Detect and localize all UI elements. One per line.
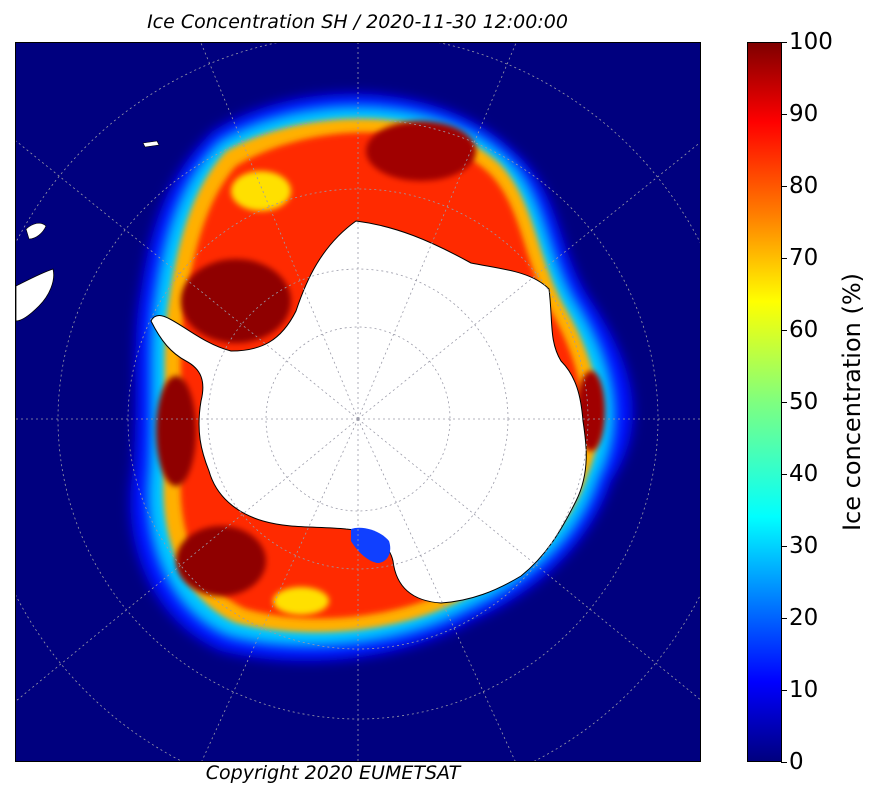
colorbar-tick-label: 100 bbox=[789, 29, 833, 55]
colorbar-gradient bbox=[748, 43, 781, 761]
colorbar-tick-label: 30 bbox=[789, 533, 819, 559]
colorbar-tick-label: 70 bbox=[789, 245, 819, 271]
colorbar-tick-mark bbox=[781, 689, 787, 691]
colorbar bbox=[747, 42, 782, 762]
graticule bbox=[16, 43, 700, 761]
colorbar-tick-mark bbox=[781, 761, 787, 763]
sea-ice-map bbox=[15, 42, 701, 762]
colorbar-tick-label: 40 bbox=[789, 461, 819, 487]
island-land-2 bbox=[142, 140, 160, 148]
colorbar-tick-mark bbox=[781, 41, 787, 43]
colorbar-tick-mark bbox=[781, 329, 787, 331]
map-title: Ice Concentration SH / 2020-11-30 12:00:… bbox=[147, 11, 568, 33]
colorbar-tick-label: 10 bbox=[789, 677, 819, 703]
colorbar-tick-label: 90 bbox=[789, 101, 819, 127]
colorbar-tick-label: 20 bbox=[789, 605, 819, 631]
ice-patch-yellow-1 bbox=[231, 171, 291, 211]
colorbar-tick-mark bbox=[781, 401, 787, 403]
colorbar-tick-label: 0 bbox=[789, 749, 804, 775]
island-land-1 bbox=[25, 222, 47, 240]
ice-patch-yellow-2 bbox=[273, 587, 329, 615]
colorbar-tick-label: 60 bbox=[789, 317, 819, 343]
ice-core-weddell bbox=[181, 259, 291, 343]
ice-core-ross bbox=[156, 376, 196, 486]
colorbar-label: Ice concentration (%) bbox=[838, 272, 866, 532]
polar-map-svg bbox=[16, 43, 700, 761]
colorbar-tick-mark bbox=[781, 473, 787, 475]
copyright-text: Copyright 2020 EUMETSAT bbox=[205, 762, 461, 784]
colorbar-tick-mark bbox=[781, 113, 787, 115]
ice-core-south-atlantic bbox=[176, 526, 266, 596]
ice-core-indian bbox=[366, 121, 476, 181]
colorbar-tick-mark bbox=[781, 617, 787, 619]
colorbar-tick-mark bbox=[781, 185, 787, 187]
colorbar-tick-mark bbox=[781, 545, 787, 547]
colorbar-tick-label: 50 bbox=[789, 389, 819, 415]
ross-sea-ice bbox=[351, 527, 391, 563]
colorbar-tick-mark bbox=[781, 257, 787, 259]
colorbar-tick-label: 80 bbox=[789, 173, 819, 199]
south-america-land bbox=[16, 268, 55, 322]
